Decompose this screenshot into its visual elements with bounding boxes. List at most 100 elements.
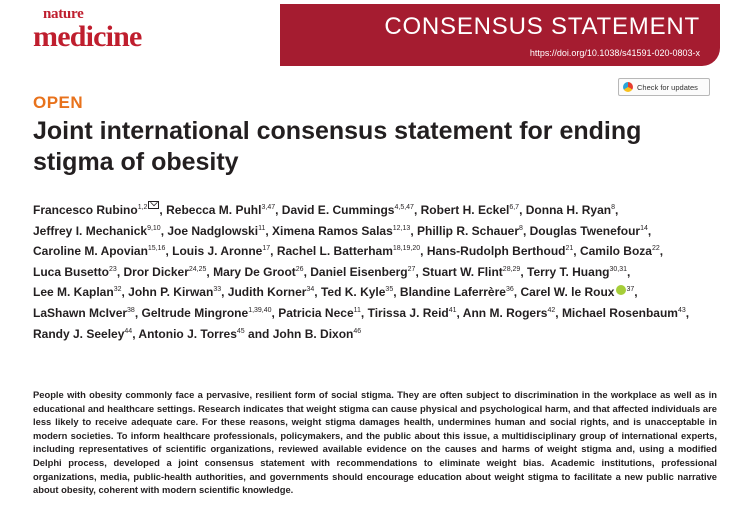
author-name-text: Stuart W. Flint (422, 264, 503, 279)
author-name-text: Ximena Ramos Salas (272, 223, 393, 238)
author-name[interactable]: Judith Korner34, (228, 285, 318, 299)
author-name-text: Lee M. Kaplan (33, 285, 114, 300)
author-affiliation: 34 (306, 286, 315, 294)
author-separator: , (627, 264, 631, 279)
author-name-text: Camilo Boza (579, 244, 652, 259)
author-name[interactable]: Ann M. Rogers42, (463, 306, 559, 320)
author-separator: , (121, 285, 125, 300)
author-name[interactable]: Francesco Rubino1,2, (33, 201, 163, 217)
author-name[interactable]: Michael Rosenbaum43, (562, 306, 689, 320)
author-name[interactable]: Terry T. Huang30,31, (527, 265, 630, 279)
author-name[interactable]: Robert H. Eckel6,7, (421, 203, 523, 217)
author-name[interactable]: Phillip R. Schauer8, (417, 224, 526, 238)
author-affiliation: 24,25 (188, 265, 207, 273)
crossmark-icon (623, 82, 633, 92)
journal-logo-medicine: medicine (33, 20, 142, 53)
author-affiliation: 14 (640, 224, 648, 232)
author-separator: , (573, 244, 577, 259)
author-separator: , (410, 223, 414, 238)
author-affiliation: 4,5,47 (394, 204, 414, 211)
author-name[interactable]: Jeffrey I. Mechanick9,10, (33, 224, 164, 238)
author-name[interactable]: John B. Dixon46 (273, 327, 361, 341)
email-icon[interactable] (148, 201, 160, 209)
author-separator: , (159, 203, 163, 217)
author-name-text: Donna H. Ryan (525, 203, 612, 217)
author-name[interactable]: Rebecca M. Puhl3,47, (166, 203, 278, 217)
author-name[interactable]: Antonio J. Torres45 (138, 327, 244, 341)
author-name-text: Joe Nadglowski (167, 223, 259, 238)
author-name[interactable]: Camilo Boza22, (580, 244, 663, 258)
author-name[interactable]: Randy J. Seeley44, (33, 327, 136, 341)
author-separator: , (275, 203, 279, 217)
author-affiliation: 1,39,40 (248, 306, 272, 314)
author-name[interactable]: Hans-Rudolph Berthoud21, (427, 244, 577, 258)
author-name-text: Judith Korner (227, 285, 307, 300)
author-separator: , (615, 203, 619, 217)
orcid-icon[interactable] (616, 285, 627, 296)
author-separator: , (206, 264, 210, 279)
author-name-text: Hans-Rudolph Berthoud (426, 244, 566, 259)
author-separator: , (314, 285, 318, 300)
author-separator: , (393, 285, 397, 300)
author-name[interactable]: LaShawn McIver38, (33, 306, 138, 320)
author-name-text: Terry T. Huang (527, 264, 610, 279)
author-separator: , (303, 264, 307, 279)
author-affiliation: 35 (385, 286, 394, 294)
author-name-text: Blandine Laferrère (399, 285, 506, 300)
journal-logo-nature: nature (43, 6, 84, 22)
author-affiliation: 22 (651, 245, 660, 253)
author-affiliation: 8 (519, 224, 523, 232)
author-name[interactable]: Patricia Nece11, (278, 306, 364, 320)
author-affiliation: 41 (448, 306, 457, 314)
author-separator: , (160, 223, 165, 238)
author-name[interactable]: Luca Busetto23, (33, 265, 120, 279)
author-separator: , (271, 305, 275, 320)
author-name[interactable]: Blandine Laferrère36, (400, 285, 517, 299)
author-affiliation: 44 (124, 327, 133, 335)
author-affiliation: 6,7 (509, 204, 520, 211)
author-separator: , (221, 285, 225, 300)
author-name[interactable]: Tirissa J. Reid41, (368, 306, 460, 320)
author-name[interactable]: John P. Kirwan33, (128, 285, 224, 299)
author-name-text: Phillip R. Schauer (417, 223, 520, 238)
author-name[interactable]: Douglas Twenefour14, (530, 224, 652, 238)
author-name-text: Patricia Nece (278, 305, 354, 320)
author-name[interactable]: Carel W. le Roux 37, (520, 285, 638, 299)
author-name[interactable]: Louis J. Aronne17, (172, 244, 273, 258)
author-name[interactable]: Rachel L. Batterham18,19,20, (277, 244, 424, 258)
check-for-updates-label: Check for updates (637, 82, 698, 92)
author-separator: , (165, 244, 169, 259)
author-name[interactable]: Lee M. Kaplan32, (33, 285, 125, 299)
author-name[interactable]: Donna H. Ryan8, (526, 203, 619, 217)
author-separator: , (132, 326, 136, 341)
author-name[interactable]: Joe Nadglowski11, (167, 224, 268, 238)
author-separator: , (413, 203, 418, 217)
author-name[interactable]: Ximena Ramos Salas12,13, (272, 224, 414, 238)
author-name-text: John P. Kirwan (128, 285, 214, 300)
author-name[interactable]: Caroline M. Apovian15,16, (33, 244, 169, 258)
author-list: Francesco Rubino1,2, Rebecca M. Puhl3,47… (33, 200, 723, 344)
author-conjunction: and (248, 326, 270, 341)
author-name[interactable]: Daniel Eisenberg27, (310, 265, 419, 279)
doi-link[interactable]: https://doi.org/10.1038/s41591-020-0803-… (529, 48, 700, 58)
author-name-text: Douglas Twenefour (529, 223, 641, 238)
author-affiliation: 18,19,20 (392, 245, 421, 253)
check-for-updates-button[interactable]: Check for updates (618, 78, 710, 96)
author-name-text: Dror Dicker (123, 264, 189, 279)
author-name[interactable]: Stuart W. Flint28,29, (422, 265, 524, 279)
author-name-text: Francesco Rubino (33, 203, 138, 217)
author-affiliation: 36 (505, 286, 514, 294)
author-name-text: Mary De Groot (213, 264, 296, 279)
author-name-text: LaShawn McIver (33, 305, 128, 320)
author-name[interactable]: Mary De Groot26, (213, 265, 307, 279)
author-name[interactable]: Ted K. Kyle35, (321, 285, 397, 299)
author-separator: , (456, 305, 460, 320)
author-name-text: Ted K. Kyle (320, 285, 386, 300)
author-name[interactable]: Dror Dicker24,25, (124, 265, 210, 279)
author-affiliation: 23 (109, 265, 117, 273)
author-name-text: Ann M. Rogers (462, 305, 548, 320)
author-affiliation: 43 (677, 306, 686, 314)
author-name[interactable]: David E. Cummings4,5,47, (282, 203, 418, 217)
author-name[interactable]: Geltrude Mingrone1,39,40, (142, 306, 275, 320)
author-name-text: Geltrude Mingrone (141, 305, 249, 320)
